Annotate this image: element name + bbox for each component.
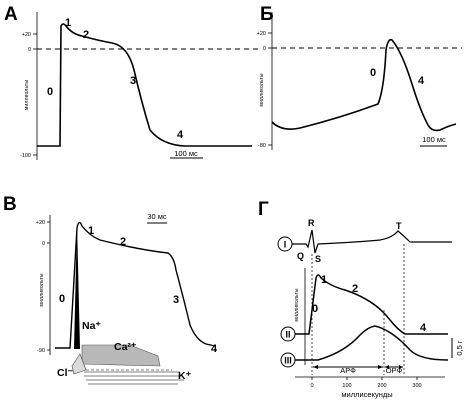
- panel-g-orp-label: ОРФ: [386, 366, 403, 375]
- panel-v-action-potential: [55, 221, 216, 349]
- panel-v-phase-3: 3: [173, 294, 179, 306]
- panel-g-arp-arrowhead: [378, 365, 383, 369]
- panel-a-tick: 0: [28, 47, 31, 53]
- panel-b-letter: Б: [260, 4, 274, 25]
- panel-g-xtick: 200: [377, 383, 386, 389]
- panel-g-ecg-trace: [292, 229, 452, 254]
- panel-v-letter: В: [3, 194, 17, 215]
- panel-b-phase-3: 4: [418, 75, 425, 87]
- panel-v-na-current: [74, 222, 80, 349]
- panel-v-scalebar-label: 30 мс: [147, 212, 167, 221]
- panel-a-tick: -100: [20, 153, 31, 159]
- panel-g-ecg-t: T: [396, 221, 402, 231]
- panel-g-force-scalebar-label: 0,5 г: [455, 340, 464, 356]
- panel-v-phase-0: 0: [59, 293, 65, 305]
- panel-g-letter: Г: [258, 199, 269, 220]
- panel-g-orp-arrowhead: [385, 365, 389, 369]
- panel-g-xtick: 100: [342, 383, 351, 389]
- panel-g-contraction-curve: [295, 325, 449, 361]
- panel-a-scalebar-label: 100 мс: [174, 149, 198, 158]
- panel-v-tick: -90: [37, 348, 45, 354]
- panel-g-phase-1: 1: [321, 274, 327, 286]
- panel-g-ecg-s: S: [315, 254, 321, 264]
- panel-b-action-potential: [271, 38, 457, 132]
- panel-g-phase-0: 0: [312, 303, 318, 315]
- panel-a-action-potential: [37, 23, 252, 147]
- panel-a-phase-0: 0: [47, 86, 53, 98]
- panel-v-k-label: K⁺: [178, 370, 192, 382]
- panel-v-phase-1: 1: [88, 225, 94, 237]
- panel-v-ca-label: Ca²⁺: [114, 341, 137, 353]
- panel-g-xtick: 0: [310, 383, 313, 389]
- panel-g-orp-arrowhead: [399, 365, 403, 369]
- panel-g-xtick: 300: [412, 383, 421, 389]
- panel-v-tick: +20: [36, 220, 45, 226]
- panel-a: А миллвольты +20 0 -100 0 1 2 3 4 100 мс: [4, 4, 260, 160]
- panel-v-tick: 0: [42, 241, 45, 247]
- panel-g: Г I R Q S T милливольты II 0 1 2 4 III: [258, 199, 464, 399]
- panel-v-ylabel: милливольты: [39, 273, 45, 307]
- panel-g-ecg-r: R: [308, 218, 315, 228]
- panel-b-tick: -80: [258, 143, 266, 149]
- panel-v-k-current: [84, 371, 184, 385]
- panel-a-tick: +20: [22, 32, 31, 38]
- panel-g-phase-2: 2: [352, 283, 358, 295]
- panel-b-ylabel: милливольты: [259, 73, 265, 107]
- panel-a-phase-4: 4: [177, 129, 184, 141]
- panel-a-phase-2: 2: [83, 29, 89, 41]
- panel-b-phase-0: 0: [370, 67, 376, 79]
- panel-v-na-label: Na⁺: [82, 320, 101, 332]
- panel-g-row-label-iii: III: [284, 356, 292, 366]
- panel-a-phase-1: 1: [65, 17, 71, 29]
- panel-v-phase-4: 4: [211, 343, 218, 355]
- panel-a-phase-3: 3: [130, 75, 136, 87]
- panel-v-cl-label: Cl⁻: [57, 367, 74, 379]
- panel-g-row-label-ii: II: [285, 330, 290, 340]
- panel-b-tick: 0: [263, 46, 266, 52]
- panel-b-tick: +20: [257, 31, 266, 37]
- panel-v-phase-2: 2: [120, 236, 126, 248]
- panel-v: В милливольты +20 0 -90 0 1 2 3 4 Na⁺ Ca…: [3, 194, 218, 385]
- panel-g-action-potential: [295, 274, 448, 335]
- panel-g-arp-arrowhead: [313, 365, 318, 369]
- panel-a-ylabel: миллвольты: [24, 80, 30, 111]
- panel-g-ylabel: милливольты: [294, 288, 300, 322]
- panel-g-phase-4: 4: [420, 322, 427, 334]
- panel-g-ecg-q: Q: [297, 251, 304, 261]
- panel-g-xlabel: миллисекунды: [341, 390, 392, 399]
- panel-g-row-label-i: I: [284, 240, 287, 250]
- panel-a-letter: А: [4, 4, 18, 25]
- panel-b-scalebar-label: 100 мс: [422, 135, 446, 144]
- panel-g-arp-label: АРФ: [340, 366, 356, 375]
- panel-b: Б милливольты +20 0 -80 0 4 100 мс: [257, 4, 462, 150]
